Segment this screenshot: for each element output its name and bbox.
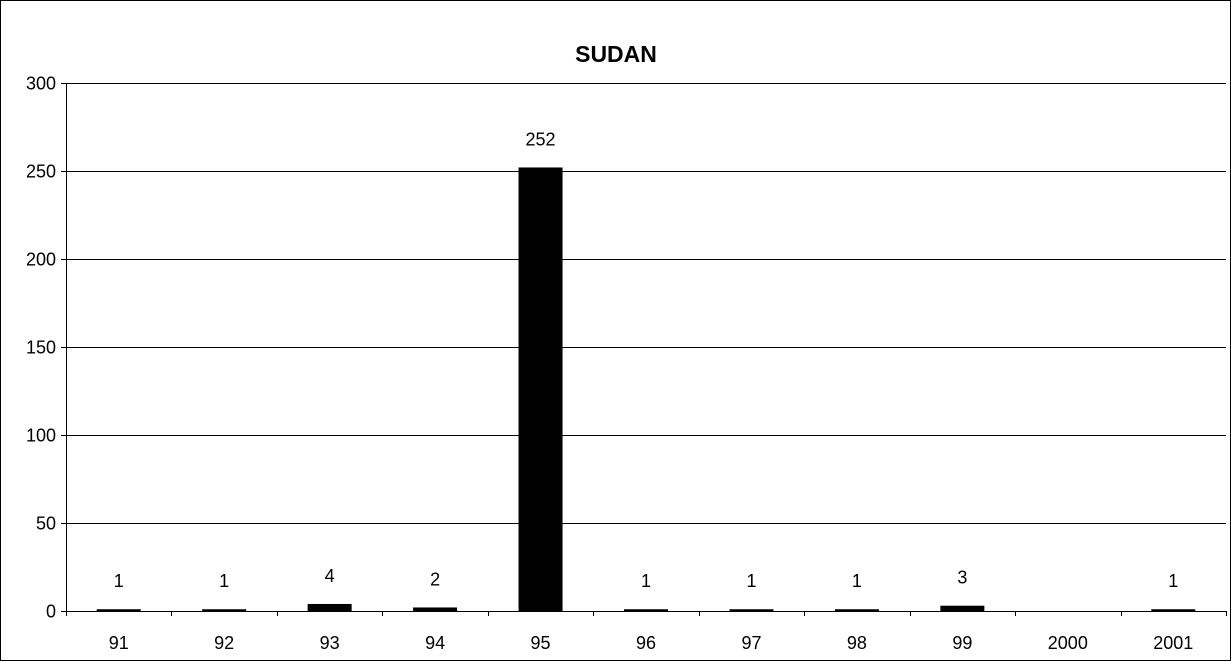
data-label: 1 bbox=[641, 571, 651, 591]
y-axis-ticks: 0 50 100 150 200 250 300 bbox=[26, 74, 66, 622]
bar bbox=[518, 167, 563, 612]
data-label: 252 bbox=[526, 129, 556, 149]
data-label: 2 bbox=[430, 569, 440, 589]
data-label: 4 bbox=[325, 566, 335, 586]
data-label: 3 bbox=[957, 568, 967, 588]
x-tick-label: 2000 bbox=[1048, 633, 1088, 653]
x-tick-label: 99 bbox=[952, 633, 972, 653]
bar bbox=[96, 609, 141, 611]
y-tick-label: 100 bbox=[26, 426, 56, 446]
x-tick-label: 91 bbox=[109, 633, 129, 653]
x-tick-label: 2001 bbox=[1153, 633, 1193, 653]
data-label: 1 bbox=[852, 571, 862, 591]
data-label: 1 bbox=[219, 571, 229, 591]
x-tick-label: 95 bbox=[531, 633, 551, 653]
bar bbox=[307, 603, 352, 611]
x-tick-label: 97 bbox=[741, 633, 761, 653]
y-tick-label: 200 bbox=[26, 250, 56, 270]
y-tick-label: 150 bbox=[26, 338, 56, 358]
x-tick-label: 96 bbox=[636, 633, 656, 653]
data-label: 1 bbox=[1168, 571, 1178, 591]
x-axis-ticks: 91 92 93 94 95 96 97 98 99 2000 2001 bbox=[66, 611, 1227, 653]
bar bbox=[202, 609, 247, 611]
y-tick-label: 300 bbox=[26, 74, 56, 94]
data-labels: 1 1 4 2 252 1 1 1 3 1 bbox=[114, 129, 1179, 591]
bar bbox=[729, 609, 774, 611]
y-tick-label: 0 bbox=[46, 602, 56, 622]
data-label: 1 bbox=[114, 571, 124, 591]
x-tick-label: 93 bbox=[320, 633, 340, 653]
y-tick-label: 250 bbox=[26, 162, 56, 182]
bar bbox=[1151, 609, 1196, 611]
bars bbox=[96, 167, 1196, 612]
bar bbox=[940, 605, 985, 611]
chart-title: SUDAN bbox=[575, 41, 657, 67]
gridlines bbox=[66, 83, 1226, 524]
bar bbox=[624, 609, 668, 611]
bar bbox=[413, 607, 458, 611]
x-tick-label: 94 bbox=[425, 633, 445, 653]
y-tick-label: 50 bbox=[36, 514, 56, 534]
x-tick-label: 98 bbox=[847, 633, 867, 653]
bar bbox=[834, 609, 879, 611]
axes bbox=[66, 83, 1226, 612]
data-label: 1 bbox=[746, 571, 756, 591]
x-tick-label: 92 bbox=[214, 633, 234, 653]
